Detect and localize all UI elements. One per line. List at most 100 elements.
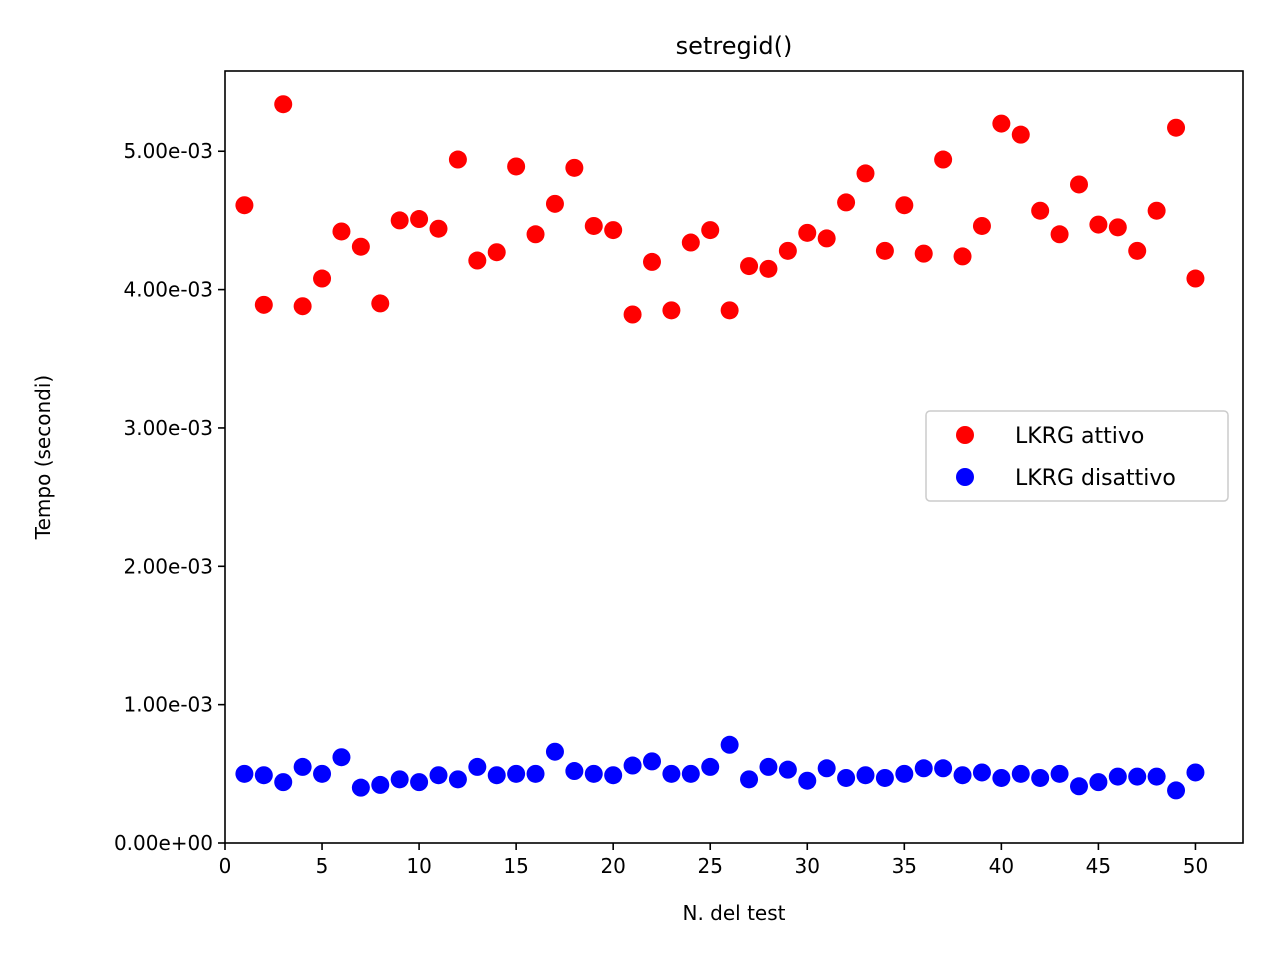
legend-marker [956,426,974,444]
series-1-point [720,301,739,320]
series-1-point [1011,125,1030,144]
series-2-point [390,770,409,789]
series-1-point [837,193,856,212]
series-2-point [740,770,759,789]
series-2-point [545,742,564,761]
series-1-point [487,243,506,262]
series-1-point [604,221,623,240]
series-1-point [1108,218,1127,237]
series-2-point [1031,768,1050,787]
series-2-point [1069,777,1088,796]
series-2-point [293,757,312,776]
series-1-point [254,295,273,314]
series-1-point [1089,215,1108,234]
series-2-point [448,770,467,789]
series-2-points [235,735,1205,800]
series-2-point [1050,764,1069,783]
series-1-point [429,219,448,238]
series-1-point [1069,175,1088,194]
data-points [235,95,1205,800]
series-2-point [371,775,390,794]
series-1-point [642,252,661,271]
plot-frame [224,70,1244,844]
series-1-point [778,241,797,260]
series-1-point [875,241,894,260]
series-2-point [895,764,914,783]
y-tick-label: 5.00e-03 [123,139,213,163]
series-1-point [1167,118,1186,137]
series-2-point [351,778,370,797]
series-2-point [468,757,487,776]
legend-box [925,410,1229,502]
series-1-point [332,222,351,241]
x-tick-label: 15 [503,854,528,878]
x-tick-label: 25 [697,854,722,878]
series-2-point [429,766,448,785]
x-tick-label: 10 [406,854,431,878]
series-1-point [468,251,487,270]
series-1-point [972,216,991,235]
series-2-point [1128,767,1147,786]
series-2-point [1011,764,1030,783]
series-2-point [875,768,894,787]
series-1-point [507,157,526,176]
series-2-point [604,766,623,785]
series-1-point [584,216,603,235]
series-2-point [798,771,817,790]
series-1-point [759,259,778,278]
series-2-point [914,759,933,778]
x-tick-label: 5 [316,854,329,878]
series-1-point [448,150,467,169]
series-2-point [701,757,720,776]
legend: LKRG attivo LKRG disattivo [925,410,1229,502]
x-tick-label: 20 [600,854,625,878]
y-tick-label: 4.00e-03 [123,278,213,302]
chart-title: setregid() [676,32,793,60]
x-tick-label: 0 [219,854,232,878]
series-1-point [817,229,836,248]
x-axis-ticks: 0 5 10 15 20 25 30 35 40 45 50 [219,843,1208,878]
series-2-point [235,764,254,783]
series-2-point [487,766,506,785]
series-1-point [856,164,875,183]
series-2-point [817,759,836,778]
series-2-point [274,773,293,792]
series-1-point [953,247,972,266]
series-1-point [914,244,933,263]
series-1-point [545,194,564,213]
series-2-point [856,766,875,785]
series-2-point [526,764,545,783]
series-1-point [798,223,817,242]
series-1-point [565,158,584,177]
series-2-point [1147,767,1166,786]
x-tick-label: 35 [892,854,917,878]
series-2-point [313,764,332,783]
legend-marker [956,468,974,486]
series-1-point [934,150,953,169]
series-2-point [565,762,584,781]
series-2-point [1186,763,1205,782]
legend-label: LKRG attivo [1015,424,1144,449]
series-1-point [410,210,429,229]
y-tick-label: 2.00e-03 [123,554,213,578]
series-2-point [1089,773,1108,792]
series-2-point [972,763,991,782]
x-tick-label: 45 [1086,854,1111,878]
y-axis-ticks: 0.00e+00 1.00e-03 2.00e-03 3.00e-03 4.00e-03… [114,139,225,855]
series-1-point [274,95,293,114]
x-tick-label: 30 [795,854,820,878]
legend-label: LKRG disattivo [1015,466,1176,491]
series-2-point [1167,781,1186,800]
series-2-point [720,735,739,754]
series-2-point [584,764,603,783]
series-2-point [837,768,856,787]
series-1-point [1128,241,1147,260]
series-1-point [1050,225,1069,244]
series-1-point [526,225,545,244]
series-1-point [992,114,1011,133]
x-tick-label: 40 [989,854,1014,878]
series-1-point [351,237,370,256]
series-1-point [662,301,681,320]
series-2-point [662,764,681,783]
